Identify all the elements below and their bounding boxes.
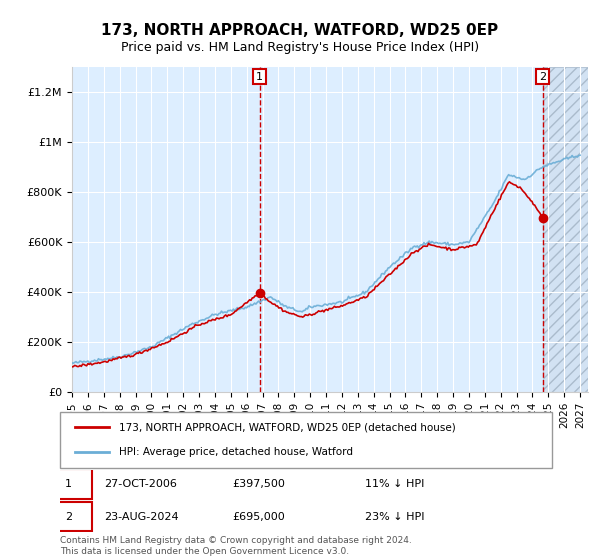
Text: HPI: Average price, detached house, Watford: HPI: Average price, detached house, Watf…	[119, 447, 353, 457]
Text: 173, NORTH APPROACH, WATFORD, WD25 0EP: 173, NORTH APPROACH, WATFORD, WD25 0EP	[101, 24, 499, 38]
Text: 23% ↓ HPI: 23% ↓ HPI	[365, 512, 425, 521]
Text: Contains HM Land Registry data © Crown copyright and database right 2024.
This d: Contains HM Land Registry data © Crown c…	[60, 536, 412, 556]
Text: 173, NORTH APPROACH, WATFORD, WD25 0EP (detached house): 173, NORTH APPROACH, WATFORD, WD25 0EP (…	[119, 422, 456, 432]
FancyBboxPatch shape	[60, 412, 552, 468]
Text: 2: 2	[539, 72, 546, 82]
Text: 27-OCT-2006: 27-OCT-2006	[104, 479, 177, 489]
Text: 11% ↓ HPI: 11% ↓ HPI	[365, 479, 424, 489]
Text: £397,500: £397,500	[232, 479, 285, 489]
Bar	[542, 67, 588, 392]
Text: 23-AUG-2024: 23-AUG-2024	[104, 512, 179, 521]
FancyBboxPatch shape	[253, 69, 266, 85]
FancyBboxPatch shape	[45, 469, 92, 499]
Text: 2: 2	[65, 512, 72, 521]
Text: 1: 1	[256, 72, 263, 82]
FancyBboxPatch shape	[536, 69, 549, 85]
Text: Price paid vs. HM Land Registry's House Price Index (HPI): Price paid vs. HM Land Registry's House …	[121, 41, 479, 54]
FancyBboxPatch shape	[45, 502, 92, 531]
Text: £695,000: £695,000	[232, 512, 285, 521]
Bar	[542, 67, 588, 392]
Text: 1: 1	[65, 479, 72, 489]
